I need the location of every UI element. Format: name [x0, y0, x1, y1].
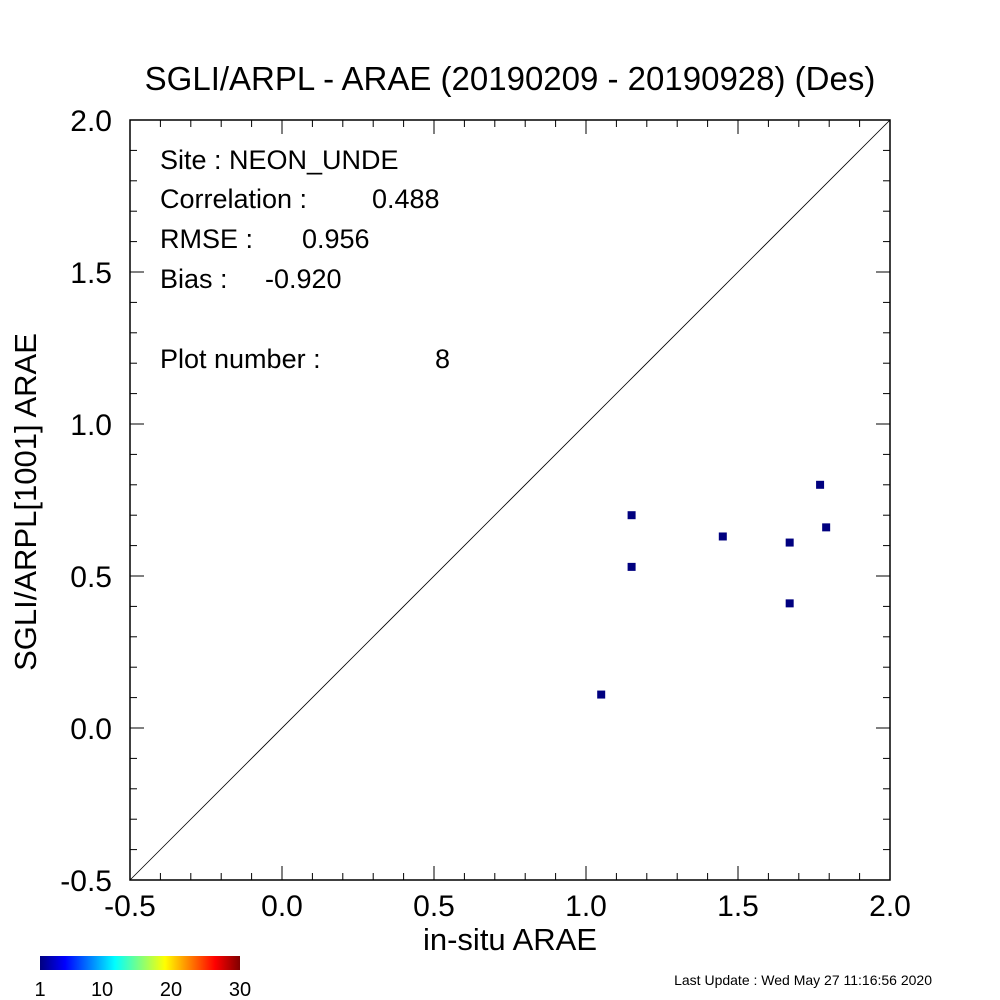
y-tick-label: 0.5	[70, 561, 112, 594]
x-axis-label: in-situ ARAE	[423, 922, 597, 957]
data-points	[597, 480, 831, 699]
plot-number-label: Plot number :	[160, 344, 321, 374]
x-tick-label: 0.5	[413, 890, 455, 923]
colorbar-tick-label: 30	[229, 979, 251, 1000]
x-tick-label: -0.5	[104, 890, 156, 923]
y-tick-labels: -0.5 0.0 0.5 1.0 1.5 2.0	[60, 105, 112, 898]
data-point	[627, 511, 636, 520]
data-point	[816, 480, 825, 489]
data-point	[597, 690, 606, 699]
colorbar-tick-label: 10	[91, 979, 113, 1000]
stats-annotation: Site : NEON_UNDE Correlation : 0.488 RMS…	[160, 145, 450, 374]
plot-number-value: 8	[435, 344, 450, 374]
axis-ticks	[129, 119, 891, 881]
data-point	[785, 599, 794, 608]
correlation-value: 0.488	[372, 184, 440, 214]
y-tick-label: 0.0	[70, 713, 112, 746]
y-tick-label: -0.5	[60, 865, 112, 898]
colorbar-tick-label: 20	[160, 979, 182, 1000]
y-tick-label: 1.5	[70, 257, 112, 290]
rmse-label: RMSE :	[160, 224, 253, 254]
y-tick-label: 1.0	[70, 409, 112, 442]
colorbar-tick-label: 1	[34, 979, 45, 1000]
one-to-one-line	[129, 119, 891, 881]
y-tick-label: 2.0	[70, 105, 112, 138]
site-label: Site : NEON_UNDE	[160, 145, 399, 175]
colorbar	[40, 956, 240, 970]
correlation-label: Correlation :	[160, 184, 307, 214]
x-tick-label: 0.0	[261, 890, 303, 923]
chart-title: SGLI/ARPL - ARAE (20190209 - 20190928) (…	[145, 60, 876, 97]
rmse-value: 0.956	[302, 224, 370, 254]
x-tick-labels: -0.5 0.0 0.5 1.0 1.5 2.0	[104, 890, 911, 923]
x-tick-label: 2.0	[869, 890, 911, 923]
bias-value: -0.920	[265, 264, 342, 294]
y-axis-label: SGLI/ARPL[1001] ARAE	[8, 333, 43, 671]
x-tick-label: 1.0	[565, 890, 607, 923]
plot-frame	[129, 119, 891, 881]
plot-area	[129, 119, 891, 881]
bias-label: Bias :	[160, 264, 228, 294]
colorbar-tick-labels: 1 10 20 30	[34, 979, 251, 1000]
data-point	[718, 532, 727, 541]
data-point	[627, 562, 636, 571]
data-point	[785, 538, 794, 547]
last-update: Last Update : Wed May 27 11:16:56 2020	[674, 972, 932, 988]
x-tick-label: 1.5	[717, 890, 759, 923]
data-point	[822, 523, 831, 532]
